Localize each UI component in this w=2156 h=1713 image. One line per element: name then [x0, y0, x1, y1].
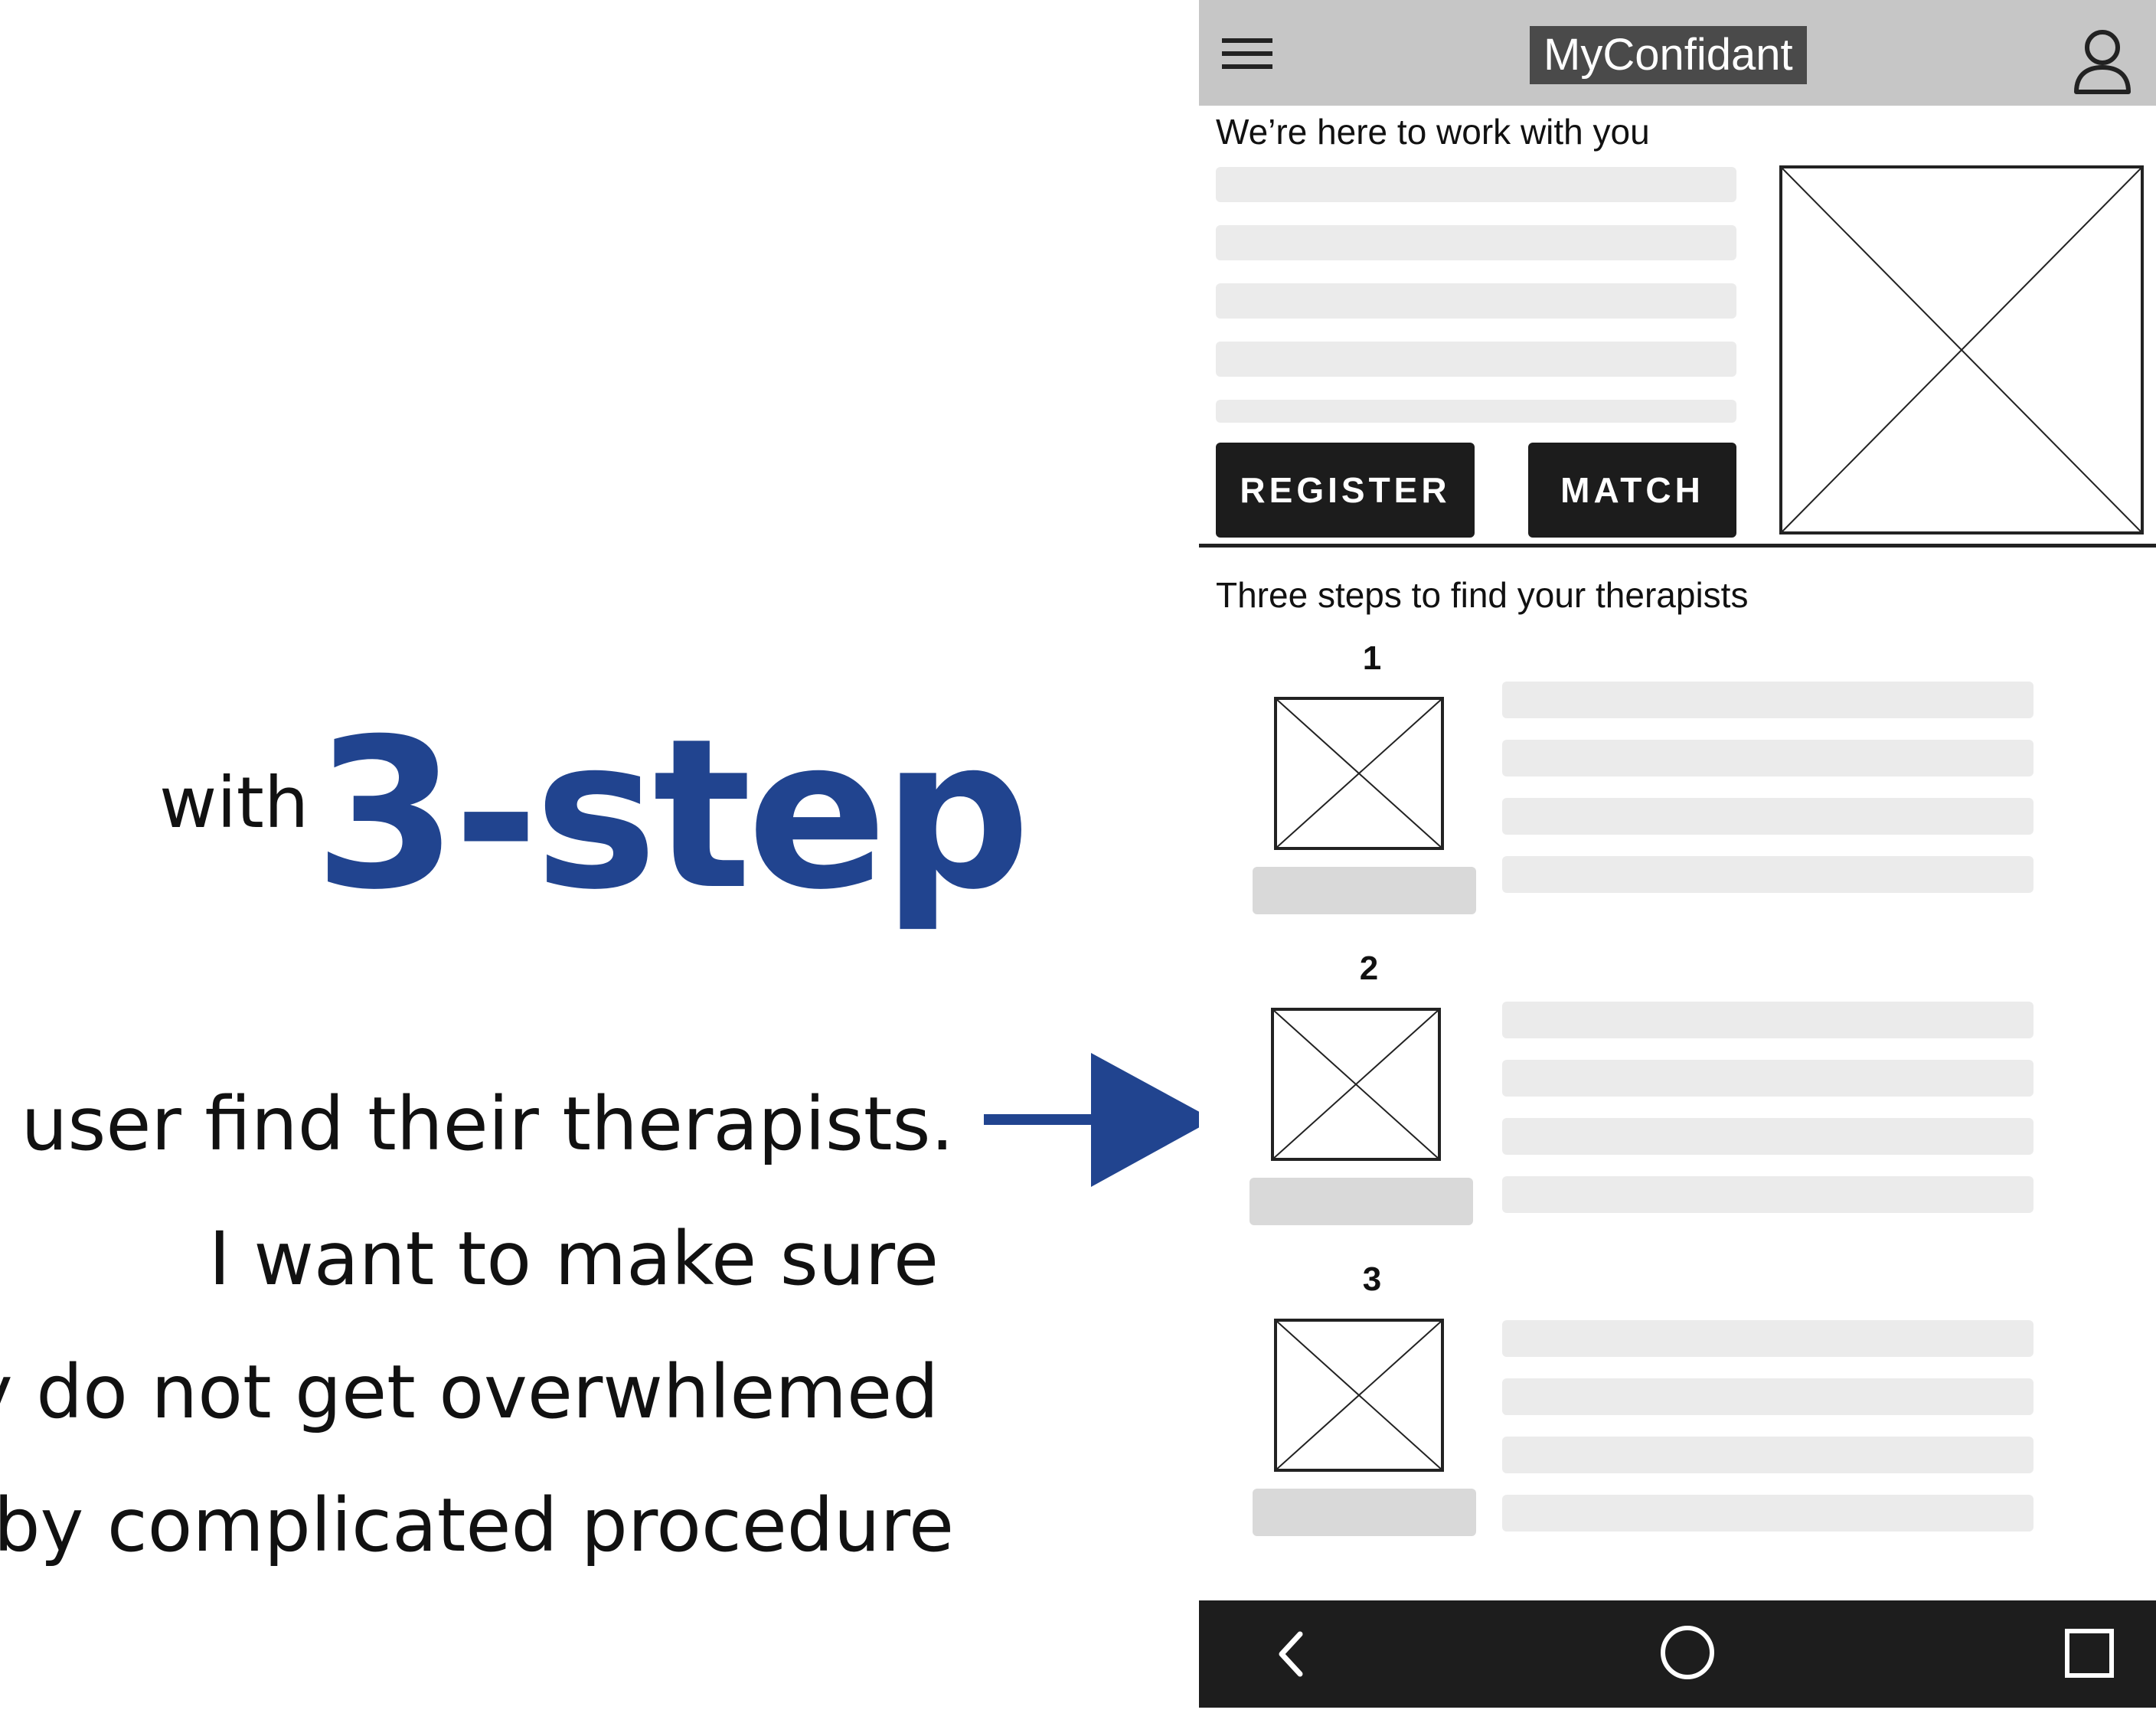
text-placeholder	[1502, 740, 2034, 776]
text-placeholder	[1502, 1118, 2034, 1155]
text-placeholder	[1216, 400, 1736, 423]
step-caption-placeholder	[1253, 1489, 1476, 1536]
step-image-placeholder	[1271, 1008, 1441, 1161]
step-number: 1	[1362, 639, 1382, 677]
pointer-arrow-icon	[984, 1053, 1214, 1187]
text-placeholder	[1502, 682, 2034, 718]
steps-title: Three steps to find your therapists	[1216, 575, 1749, 615]
step-number: 3	[1362, 1260, 1382, 1298]
system-navigation-bar	[1199, 1600, 2156, 1708]
text-placeholder	[1502, 1320, 2034, 1357]
text-placeholder	[1502, 798, 2034, 835]
step-caption-placeholder	[1253, 867, 1476, 914]
section-divider	[1199, 544, 2156, 548]
home-icon[interactable]	[1658, 1623, 1717, 1682]
hero-title: We’re here to work with you	[1216, 112, 1650, 152]
text-placeholder	[1216, 283, 1736, 319]
back-icon[interactable]	[1260, 1625, 1321, 1683]
step-image-placeholder	[1274, 1319, 1444, 1472]
text-placeholder	[1216, 225, 1736, 260]
text-placeholder	[1502, 856, 2034, 893]
hamburger-menu-icon[interactable]	[1222, 38, 1272, 69]
annotation-headline: 3-step	[314, 694, 1031, 935]
annotation-with: with	[159, 762, 309, 844]
image-placeholder	[1779, 165, 2144, 534]
step-caption-placeholder	[1250, 1178, 1473, 1225]
step-image-placeholder	[1274, 697, 1444, 850]
annotation-line-4: by complicated procedure	[0, 1483, 954, 1568]
text-placeholder	[1502, 1176, 2034, 1213]
text-placeholder	[1502, 1378, 2034, 1415]
match-button[interactable]: MATCH	[1528, 443, 1736, 538]
annotation-line-1: user find their therapists.	[21, 1081, 954, 1167]
text-placeholder	[1216, 167, 1736, 202]
app-bar: MyConfidant	[1199, 0, 2156, 106]
annotation-line-2: I want to make sure	[208, 1216, 939, 1302]
recent-apps-icon[interactable]	[2064, 1628, 2115, 1679]
text-placeholder	[1502, 1002, 2034, 1038]
register-button[interactable]: REGISTER	[1216, 443, 1475, 538]
annotation-line-3: they do not get overwhlemed	[0, 1349, 939, 1435]
text-placeholder	[1502, 1495, 2034, 1532]
text-placeholder	[1216, 342, 1736, 377]
phone-screen: MyConfidant We’re here to work with you …	[1199, 0, 2156, 1708]
text-placeholder	[1502, 1437, 2034, 1473]
app-title: MyConfidant	[1530, 26, 1807, 84]
text-placeholder	[1502, 1060, 2034, 1097]
step-number: 2	[1359, 950, 1379, 987]
user-profile-icon[interactable]	[2072, 28, 2133, 95]
